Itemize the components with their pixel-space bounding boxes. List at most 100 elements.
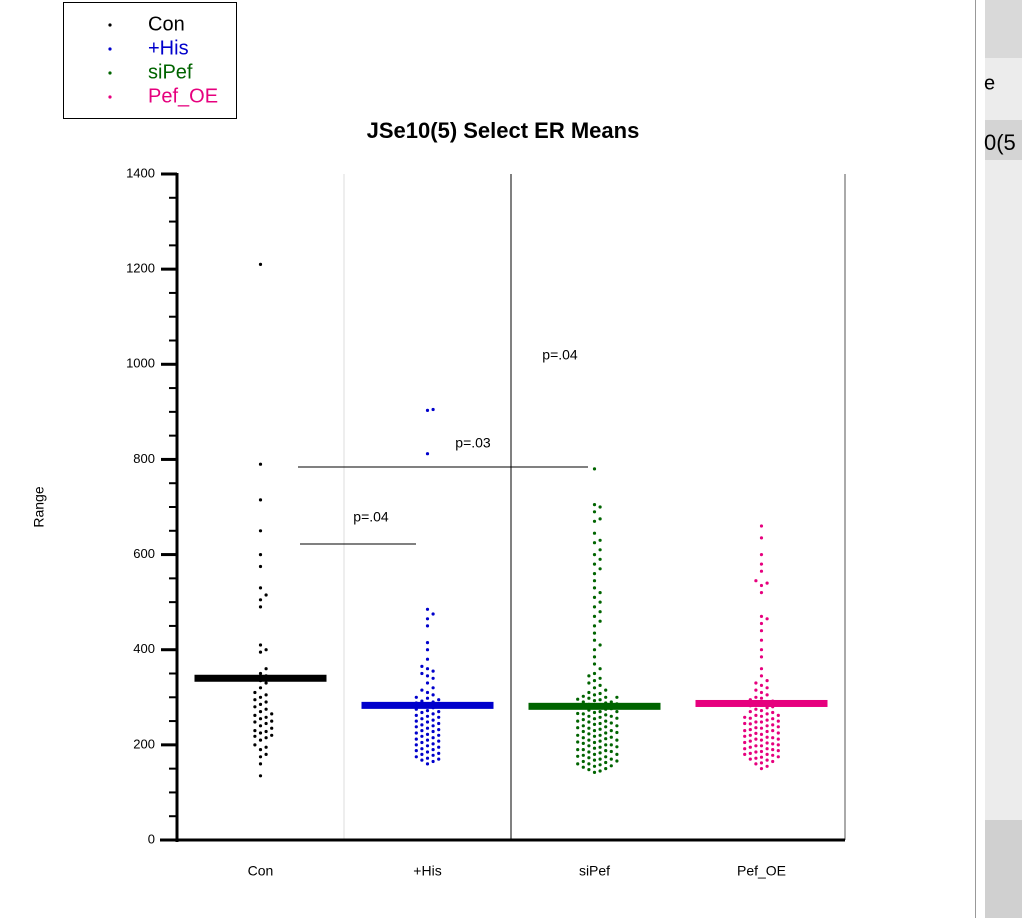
data-point [258,529,263,533]
data-point [264,681,268,685]
data-point [431,724,435,728]
data-point [258,605,263,609]
data-point [431,748,435,752]
data-point [759,674,764,678]
data-point [759,638,764,642]
data-point [264,693,268,697]
data-point [598,715,602,719]
data-point [258,598,263,602]
data-point [437,745,441,749]
data-point [765,747,769,751]
data-point [414,749,418,753]
data-point [425,744,430,748]
data-point [253,705,257,709]
y-tick-label: 800 [133,451,155,466]
data-point [598,683,602,688]
legend-marker [108,71,112,75]
data-point [258,755,263,759]
data-point [431,759,435,764]
data-point [425,624,430,628]
y-tick-label: 1400 [126,165,155,180]
data-point [420,688,424,692]
data-point [765,741,769,745]
data-point [598,538,602,542]
data-point [754,681,758,685]
y-tick-label: 600 [133,546,155,561]
data-point [754,762,758,766]
data-point [581,729,585,734]
data-point [414,731,418,735]
data-point [581,765,585,769]
data-point [592,503,597,507]
data-point [587,750,591,754]
data-point [258,262,263,266]
data-point [437,710,441,714]
data-point [598,517,602,521]
data-point [759,738,764,742]
data-point [258,774,263,778]
data-point [598,557,602,561]
data-point [431,718,435,722]
data-point [609,735,613,739]
data-point [759,761,764,765]
data-point [420,729,424,733]
data-point [587,696,591,700]
y-tick-label: 0 [148,831,155,846]
data-point [759,569,764,573]
data-point [765,706,769,710]
data-point [414,719,418,723]
data-point [420,671,424,676]
data-point [425,641,430,645]
data-point [576,697,580,701]
data-point [598,757,602,761]
data-point [264,752,268,757]
data-point [776,713,780,718]
data-point [576,711,580,716]
data-point [258,748,263,752]
data-point [754,731,758,736]
data-point [414,725,418,729]
data-point [420,752,424,757]
data-point [759,683,764,688]
data-point [609,714,613,718]
data-point [609,749,613,754]
data-point [592,519,597,523]
data-point [776,719,780,723]
data-point [431,676,435,680]
data-point [615,716,619,720]
legend-marker [108,23,112,27]
data-point [615,730,619,735]
data-point [414,695,418,699]
data-point [437,728,441,732]
data-point [425,720,430,724]
data-point [420,664,424,669]
data-point [437,721,441,726]
data-point [425,648,430,652]
data-point [765,679,769,683]
data-point [587,762,591,766]
data-point [759,732,764,737]
data-point [743,752,747,757]
data-point [592,605,597,609]
data-point [431,736,435,740]
data-point [587,726,591,730]
data-point [414,755,418,759]
data-point [743,734,747,738]
data-point [414,743,418,747]
data-point [592,579,597,583]
y-tick-label: 1200 [126,261,155,276]
data-point [609,700,613,704]
data-point [425,732,430,737]
data-point [743,747,747,751]
data-point [754,744,758,748]
data-point [765,718,769,722]
data-point [615,710,619,714]
data-point [587,744,591,748]
data-point [609,729,613,733]
data-point [258,724,263,728]
data-point [270,712,274,716]
data-point [587,674,591,678]
data-point [414,737,418,741]
data-point [264,729,268,734]
